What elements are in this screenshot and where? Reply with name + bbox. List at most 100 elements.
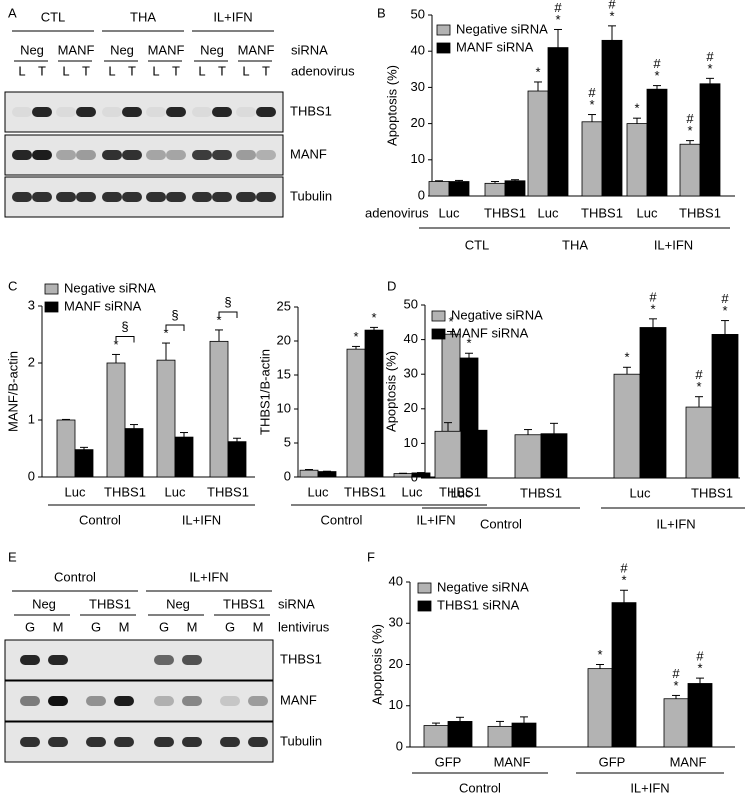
blot-subgroup-label: Neg xyxy=(200,42,224,57)
significance-mark: * xyxy=(216,312,221,327)
x-tick-label: MANF xyxy=(670,754,707,769)
significance-mark: * xyxy=(113,337,118,352)
bar xyxy=(460,429,488,479)
bracket xyxy=(165,324,185,332)
legend-swatch xyxy=(431,310,446,322)
pair-annotation: § xyxy=(121,319,128,334)
error-bar xyxy=(511,179,519,181)
band xyxy=(122,107,142,117)
significance-mark: * xyxy=(722,303,727,318)
legend-swatch xyxy=(44,301,59,313)
band xyxy=(86,737,106,747)
band xyxy=(248,737,268,747)
error-bar xyxy=(706,77,714,84)
legend-label: MANF siRNA xyxy=(64,298,142,313)
error-bar xyxy=(455,179,463,182)
band xyxy=(192,192,212,202)
bar xyxy=(547,47,569,197)
band xyxy=(236,150,256,160)
bar xyxy=(487,725,513,748)
blot-group-label: Control xyxy=(54,569,96,584)
significance-mark: # xyxy=(672,666,680,681)
band-label: Tubulin xyxy=(280,733,322,748)
band xyxy=(48,655,68,665)
y-axis-label: Apoptosis (%) xyxy=(384,65,399,146)
y-tick-label: 30 xyxy=(389,615,403,630)
x-tick-label: GFP xyxy=(435,754,462,769)
panel-letter: E xyxy=(8,549,17,564)
band xyxy=(256,107,276,117)
x-tick-label: THBS1 xyxy=(691,485,733,500)
significance-mark: * xyxy=(353,329,358,344)
bar xyxy=(447,721,473,748)
error-bar xyxy=(696,677,704,684)
band xyxy=(76,192,96,202)
y-tick-label: 10 xyxy=(389,697,403,712)
y-axis-label: Apoptosis (%) xyxy=(383,351,398,432)
band xyxy=(32,192,52,202)
band xyxy=(32,107,52,117)
legend-label: Negative siRNA xyxy=(437,579,529,594)
significance-mark: * xyxy=(163,325,168,340)
band xyxy=(122,192,142,202)
significance-mark: # xyxy=(608,0,616,11)
band xyxy=(102,150,122,160)
significance-mark: # xyxy=(588,85,596,100)
error-bar xyxy=(596,664,604,669)
bar xyxy=(209,340,229,478)
y-tick-label: 3 xyxy=(28,297,35,312)
blot-subgroup-label: MANF xyxy=(148,42,185,57)
band xyxy=(182,737,202,747)
error-bar xyxy=(588,114,596,122)
error-bar xyxy=(465,352,473,358)
y-tick-label: 0 xyxy=(396,738,403,753)
band xyxy=(56,107,76,117)
bar xyxy=(124,428,144,478)
significance-mark: * xyxy=(673,678,678,693)
y-tick-label: 0 xyxy=(411,469,418,484)
significance-mark: # xyxy=(706,49,714,64)
group-label: Control xyxy=(459,780,501,795)
lane-label: T xyxy=(262,63,270,78)
band xyxy=(114,737,134,747)
error-bar xyxy=(554,28,562,48)
significance-mark: * xyxy=(371,310,376,325)
significance-mark: * xyxy=(697,661,702,676)
error-bar xyxy=(432,722,440,726)
significance-mark: # xyxy=(620,561,628,576)
bar xyxy=(540,433,568,479)
legend-label: Negative siRNA xyxy=(64,280,156,295)
error-bar xyxy=(496,720,504,727)
legend-label: Negative siRNA xyxy=(451,307,543,322)
band xyxy=(182,696,202,706)
band xyxy=(114,696,134,706)
blot-subgroup-label: MANF xyxy=(238,42,275,57)
band xyxy=(166,192,186,202)
bar xyxy=(663,698,689,748)
band xyxy=(32,150,52,160)
x-tick-label: THBS1 xyxy=(344,484,386,499)
legend-swatch xyxy=(417,600,432,612)
band xyxy=(192,150,212,160)
x-tick-label: Luc xyxy=(439,205,460,220)
band xyxy=(248,696,268,706)
y-tick-label: 10 xyxy=(411,151,425,166)
x-tick-label: GFP xyxy=(599,754,626,769)
bar xyxy=(504,180,526,197)
blot-subgroup-label: Neg xyxy=(110,42,134,57)
legend-label: THBS1 siRNA xyxy=(437,597,520,612)
lane-label: M xyxy=(187,619,198,634)
lane-label: L xyxy=(18,63,25,78)
y-tick-label: 20 xyxy=(411,115,425,130)
band xyxy=(20,737,40,747)
lane-label: G xyxy=(25,619,35,634)
band xyxy=(256,192,276,202)
error-bar xyxy=(370,326,378,331)
band xyxy=(122,150,142,160)
y-tick-label: 20 xyxy=(404,400,418,415)
legend-swatch xyxy=(417,582,432,594)
band xyxy=(154,737,174,747)
bar xyxy=(511,722,537,748)
bar xyxy=(613,373,641,479)
blot-group-label: IL+IFN xyxy=(213,9,252,24)
